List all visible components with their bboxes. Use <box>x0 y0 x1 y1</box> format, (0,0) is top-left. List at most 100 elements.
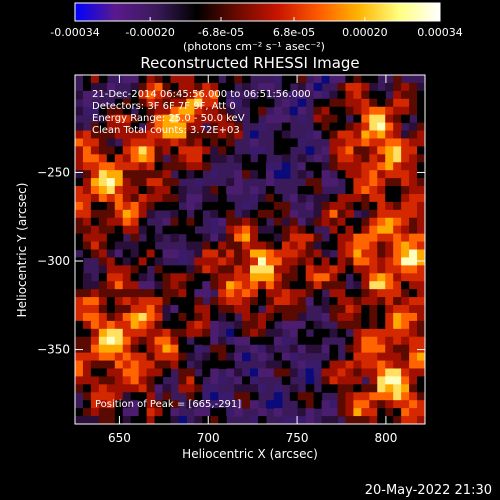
heatmap-cell <box>122 368 132 378</box>
heatmap-cell <box>186 154 195 163</box>
heatmap-cell <box>409 312 418 322</box>
heatmap-cell <box>417 360 425 370</box>
heatmap-cell <box>146 320 156 330</box>
heatmap-cell <box>329 257 339 266</box>
heatmap-cell <box>337 146 347 155</box>
colorbar-tick-label: -0.00020 <box>125 26 174 39</box>
heatmap-cell <box>90 170 100 179</box>
heatmap-cell <box>337 360 347 370</box>
heatmap-cell <box>321 257 331 266</box>
heatmap-cell <box>369 201 378 211</box>
heatmap-cell <box>162 122 172 132</box>
heatmap-cell <box>75 352 84 362</box>
heatmap-cell <box>250 90 259 100</box>
heatmap-cell <box>162 408 172 417</box>
heatmap-cell <box>114 201 124 211</box>
heatmap-cell <box>417 201 425 211</box>
heatmap-cell <box>162 162 172 171</box>
heatmap-cell <box>170 297 179 306</box>
heatmap-cell <box>122 312 132 322</box>
heatmap-cell <box>194 209 203 219</box>
heatmap-cell <box>281 225 291 235</box>
heatmap-cell <box>210 241 219 251</box>
heatmap-cell <box>90 320 100 330</box>
heatmap-cell <box>369 265 378 274</box>
heatmap-cell <box>186 162 195 171</box>
heatmap-cell <box>281 312 291 322</box>
heatmap-cell <box>409 297 418 306</box>
heatmap-cell <box>218 106 227 116</box>
heatmap-cell <box>281 146 291 155</box>
heatmap-cell <box>273 114 283 124</box>
heatmap-cell <box>106 225 116 235</box>
heatmap-cell <box>242 154 251 163</box>
heatmap-cell <box>122 170 132 179</box>
heatmap-cell <box>146 122 156 132</box>
heatmap-cell <box>393 400 402 409</box>
heatmap-cell <box>377 209 386 219</box>
heatmap-cell <box>194 344 203 354</box>
heatmap-cell <box>250 344 259 354</box>
heatmap-cell <box>289 225 299 235</box>
heatmap-cell <box>242 336 251 346</box>
heatmap-cell <box>154 233 164 243</box>
heatmap-cell <box>321 408 331 417</box>
heatmap-cell <box>385 249 394 259</box>
heatmap-cell <box>385 336 394 346</box>
heatmap-cell <box>106 392 116 401</box>
heatmap-cell <box>369 225 378 235</box>
heatmap-cell <box>202 241 211 251</box>
heatmap-cell <box>353 241 362 251</box>
heatmap-cell <box>226 75 235 84</box>
heatmap-cell <box>361 305 370 314</box>
heatmap-cell <box>162 114 172 124</box>
heatmap-cell <box>417 106 425 116</box>
heatmap-cell <box>273 170 283 179</box>
heatmap-cell <box>289 352 299 362</box>
heatmap-cell <box>337 384 347 393</box>
heatmap-cell <box>234 249 243 259</box>
heatmap-cell <box>305 201 315 211</box>
heatmap-cell <box>305 336 315 346</box>
heatmap-cell <box>313 344 323 354</box>
heatmap-cell <box>273 281 283 290</box>
heatmap-cell <box>417 320 425 330</box>
heatmap-cell <box>257 209 267 219</box>
heatmap-cell <box>265 265 275 274</box>
heatmap-cell <box>353 376 362 385</box>
heatmap-cell <box>186 376 195 385</box>
heatmap-cell <box>297 265 307 274</box>
heatmap-cell <box>250 392 259 401</box>
heatmap-cell <box>385 328 394 338</box>
heatmap-cell <box>385 416 394 424</box>
heatmap-cell <box>234 122 243 132</box>
heatmap-cell <box>202 328 211 338</box>
heatmap-cell <box>409 352 418 362</box>
heatmap-cell <box>202 384 211 393</box>
heatmap-cell <box>417 162 425 171</box>
heatmap-cell <box>138 178 148 187</box>
heatmap-cell <box>202 114 211 124</box>
heatmap-cell <box>186 305 195 314</box>
heatmap-cell <box>353 154 362 163</box>
heatmap-cell <box>106 360 116 370</box>
heatmap-cell <box>361 75 370 84</box>
heatmap-cell <box>186 225 195 235</box>
heatmap-cell <box>329 400 339 409</box>
heatmap-cell <box>409 193 418 203</box>
heatmap-cell <box>369 392 378 401</box>
heatmap-cell <box>385 82 394 92</box>
heatmap-cell <box>242 209 251 219</box>
heatmap-cell <box>154 146 164 155</box>
heatmap-cell <box>393 281 402 290</box>
heatmap-cell <box>170 82 179 92</box>
heatmap-cell <box>385 154 394 163</box>
heatmap-cell <box>202 289 211 298</box>
heatmap-cell <box>114 273 124 282</box>
heatmap-cell <box>345 297 354 306</box>
y-tick-label: −300 <box>37 254 70 268</box>
heatmap-cell <box>202 336 211 346</box>
heatmap-cell <box>218 265 227 274</box>
heatmap-cell <box>210 376 219 385</box>
heatmap-cell <box>281 162 291 171</box>
